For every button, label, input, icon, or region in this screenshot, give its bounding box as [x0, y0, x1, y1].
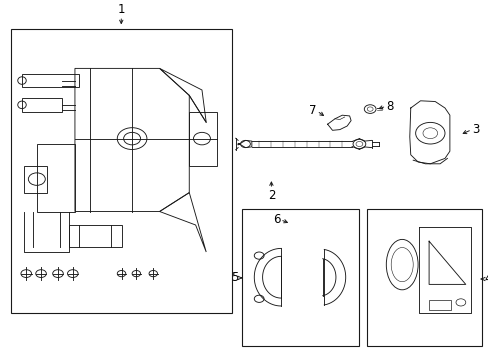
Text: 1: 1 [117, 3, 125, 16]
Text: 6: 6 [272, 213, 280, 226]
Bar [11, 29, 232, 313]
Text: 4: 4 [483, 273, 488, 285]
Text: 5: 5 [231, 271, 238, 284]
Text: 3: 3 [471, 123, 478, 136]
Bar [366, 209, 481, 346]
Text: 8: 8 [386, 100, 393, 113]
Bar [428, 300, 450, 310]
Bar [242, 209, 359, 346]
Text: 2: 2 [267, 189, 275, 202]
Text: 7: 7 [309, 104, 316, 117]
